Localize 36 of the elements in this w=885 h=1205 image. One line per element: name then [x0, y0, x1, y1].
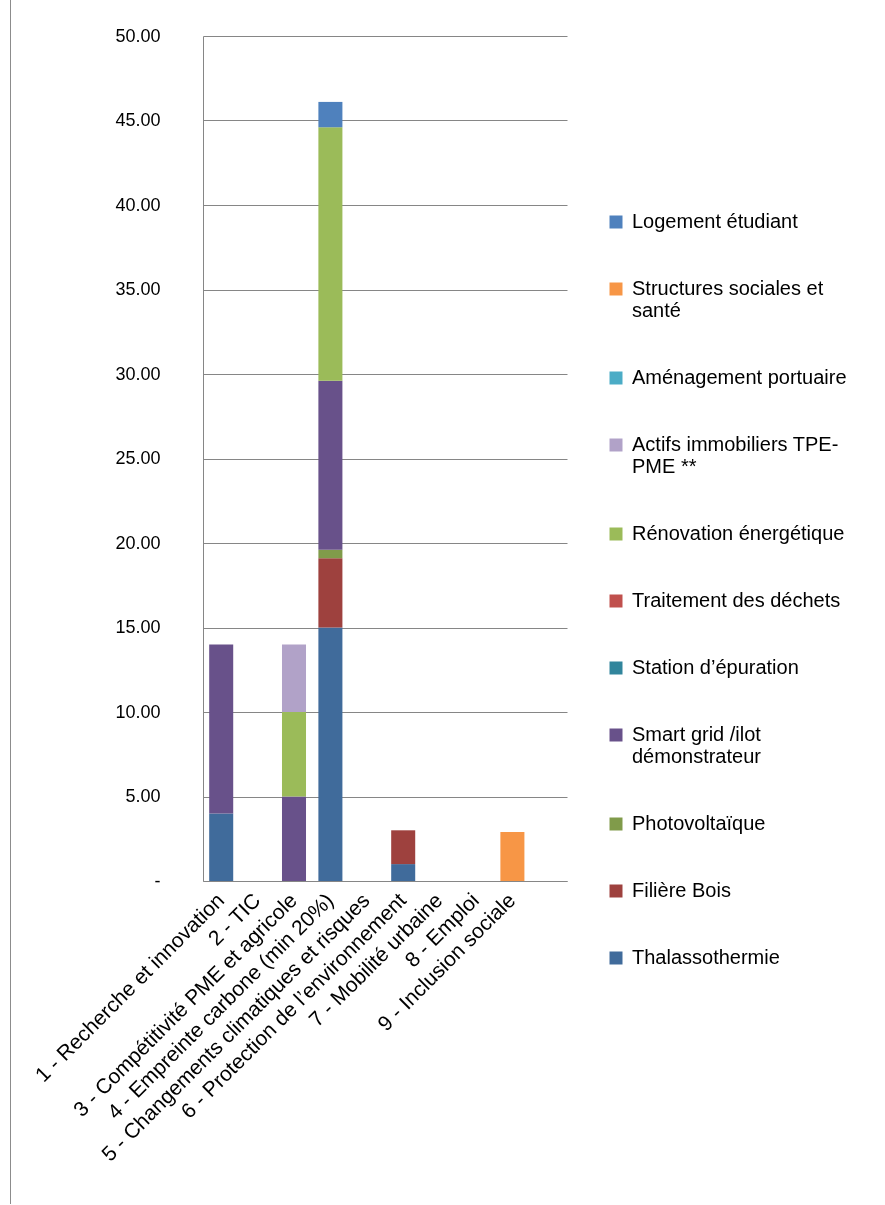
legend-label: Thalassothermie [632, 946, 780, 968]
y-tick-label: 10.00 [115, 701, 161, 722]
legend-label: Rénovation énergétique [632, 522, 845, 544]
y-tick-label: 20.00 [115, 532, 161, 553]
legend-label: Filière Bois [632, 879, 731, 901]
bar [281, 712, 307, 797]
bar [318, 127, 343, 381]
bar [391, 830, 416, 865]
y-tick-label: 50.00 [115, 25, 161, 46]
y-tick-label: 40.00 [115, 194, 161, 215]
y-tick-label: 45.00 [115, 110, 161, 130]
y-tick-label: 5.00 [125, 786, 161, 806]
bar [209, 813, 234, 881]
bar [281, 644, 307, 712]
legend-label: Traitement des déchets [632, 589, 841, 611]
bar [281, 796, 307, 881]
legend-label: Station d’épuration [632, 656, 799, 678]
bar [318, 549, 343, 559]
bar [318, 380, 343, 550]
legend-label: Logement étudiant [632, 210, 799, 232]
bar [318, 101, 343, 128]
y-tick-label: 25.00 [115, 448, 161, 468]
bar [318, 627, 343, 881]
legend-label: Actifs immobiliers TPE-PME ** [632, 433, 839, 477]
bar [209, 644, 234, 814]
y-tick-label: 15.00 [115, 617, 161, 637]
legend-label: Photovoltaïque [632, 812, 766, 834]
legend-label: Structures sociales et santé [632, 277, 824, 321]
bar [391, 864, 416, 881]
bar [318, 558, 343, 628]
bar [500, 831, 525, 881]
legend-label: Aménagement portuaire [632, 366, 847, 388]
legend-label: Smart grid /ilot démonstrateur [632, 723, 762, 767]
y-tick-label: 30.00 [115, 363, 161, 384]
y-tick-label: - [154, 870, 161, 891]
y-tick-label: 35.00 [115, 279, 161, 299]
